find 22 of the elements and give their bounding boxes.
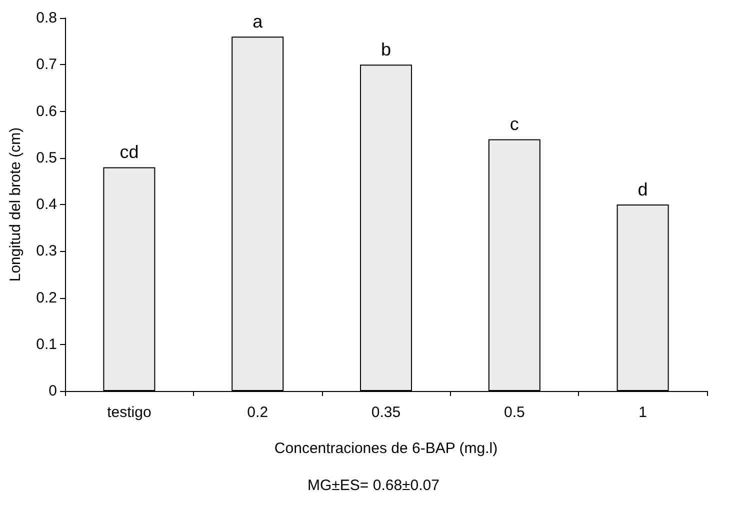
x-tick-label: 0.2 bbox=[247, 404, 268, 421]
y-tick-label: 0.7 bbox=[36, 56, 57, 74]
annotation: a bbox=[252, 12, 264, 32]
y-tick-label: 0.2 bbox=[36, 289, 57, 306]
y-tick-label: 0.3 bbox=[36, 242, 57, 260]
y-axis-title: Longitud del brote (cm) bbox=[7, 127, 24, 282]
x-tick-label: 1 bbox=[638, 404, 647, 421]
y-tick-label: 0.1 bbox=[36, 336, 57, 353]
y-tick-label: 0 bbox=[48, 382, 57, 400]
y-tick-label: 0.6 bbox=[36, 102, 57, 120]
annotation: cd bbox=[120, 142, 139, 162]
annotation: d bbox=[638, 180, 648, 200]
x-axis-title: Concentraciones de 6-BAP (mg.l) bbox=[274, 440, 498, 457]
y-tick-label: 0.8 bbox=[36, 10, 57, 26]
x-tick-label: 0.35 bbox=[371, 404, 401, 421]
annotation: c bbox=[510, 114, 519, 134]
annotation: b bbox=[380, 40, 392, 60]
y-tick-label: 0.5 bbox=[36, 149, 57, 166]
y-tick-label: 0.4 bbox=[36, 196, 57, 213]
text: MG±ES= 0.68±0.07 bbox=[308, 477, 440, 494]
x-tick-label: 0.5 bbox=[504, 404, 525, 421]
x-tick-label: testigo bbox=[107, 404, 152, 421]
